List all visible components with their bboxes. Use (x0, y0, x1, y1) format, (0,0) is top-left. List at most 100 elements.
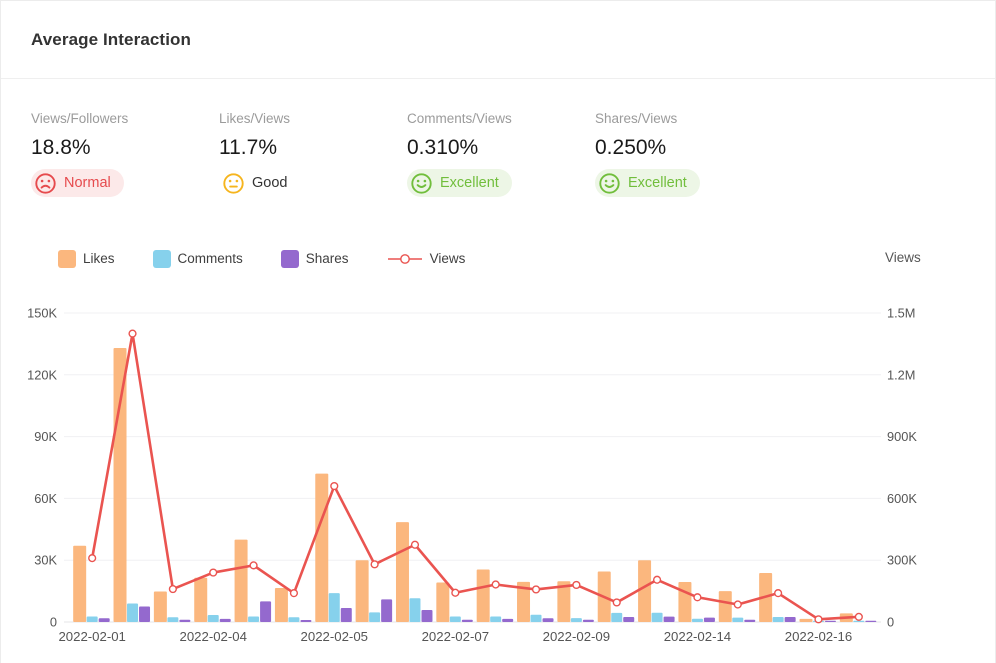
comments-bar[interactable] (288, 616, 300, 622)
views-marker[interactable] (612, 597, 621, 607)
likes-bar[interactable] (436, 581, 450, 622)
views-marker[interactable] (88, 553, 97, 562)
views-marker[interactable] (330, 481, 339, 490)
stat-views-followers: Views/Followers 18.8% Normal (31, 111, 219, 200)
views-marker[interactable] (128, 328, 137, 338)
y-axis-label-left: 90K (34, 429, 57, 444)
shares-bar[interactable] (582, 619, 594, 622)
comments-bar[interactable] (611, 612, 623, 622)
shares-bar[interactable] (381, 598, 393, 622)
shares-bar[interactable] (179, 619, 191, 622)
shares-bar[interactable] (784, 616, 796, 622)
stat-label: Views/Followers (31, 111, 129, 126)
likes-bar[interactable] (718, 590, 732, 622)
comments-bar[interactable] (449, 615, 461, 622)
likes-bar[interactable] (799, 618, 813, 622)
views-marker[interactable] (491, 579, 500, 589)
shares-bar[interactable] (542, 617, 554, 622)
shares-bar[interactable] (502, 618, 514, 622)
comments-bar[interactable] (328, 592, 340, 622)
views-line[interactable] (90, 331, 859, 621)
shares-bar[interactable] (865, 620, 877, 622)
y-axis-label-right: 1.5M (887, 305, 915, 320)
views-marker[interactable] (854, 612, 863, 621)
shares-bar[interactable] (340, 607, 352, 622)
stat-likes-views: Likes/Views 11.7% Good (219, 111, 407, 200)
comments-bar[interactable] (732, 617, 744, 622)
shares-bar[interactable] (744, 619, 756, 622)
legend-item-likes[interactable]: Likes (58, 249, 115, 268)
x-axis-label: 2022-02-14 (664, 629, 731, 644)
legend-label: Likes (83, 251, 115, 266)
views-marker[interactable] (774, 588, 783, 597)
views-marker[interactable] (531, 584, 541, 594)
shares-bar[interactable] (421, 609, 433, 622)
legend-item-shares[interactable]: Shares (280, 249, 349, 268)
likes-bar[interactable] (517, 581, 531, 622)
likes-bar[interactable] (476, 568, 490, 622)
shares-bar[interactable] (219, 618, 231, 622)
comments-bar[interactable] (570, 617, 582, 622)
likes-bar[interactable] (355, 559, 369, 622)
comments-bar[interactable] (409, 597, 421, 622)
shares-bar[interactable] (461, 619, 473, 622)
views-marker[interactable] (733, 599, 742, 609)
comments-bar[interactable] (167, 616, 179, 622)
stat-value: 11.7% (219, 136, 277, 159)
comments-bar[interactable] (772, 616, 784, 622)
legend-item-comments[interactable]: Comments (152, 249, 243, 268)
comments-bar[interactable] (127, 602, 139, 622)
comments-bar[interactable] (248, 615, 260, 622)
shares-bar[interactable] (623, 616, 635, 622)
views-marker[interactable] (814, 614, 823, 623)
likes-bar[interactable] (315, 473, 329, 622)
right-axis-title: Views (885, 249, 921, 265)
views-marker[interactable] (693, 592, 702, 601)
likes-bar[interactable] (678, 581, 692, 622)
shares-bar[interactable] (260, 600, 272, 622)
shares-bar[interactable] (663, 616, 675, 622)
comments-bar[interactable] (86, 615, 98, 622)
views-marker[interactable] (289, 588, 299, 597)
views-marker[interactable] (410, 540, 420, 549)
likes-bar[interactable] (234, 539, 248, 622)
likes-bar[interactable] (557, 580, 571, 622)
comments-bar[interactable] (490, 615, 502, 622)
shares-bar[interactable] (824, 620, 836, 622)
likes-bar[interactable] (113, 347, 127, 622)
shares-bar[interactable] (139, 606, 151, 622)
y-axis-label-right: 900K (887, 429, 917, 444)
likes-bar[interactable] (395, 521, 409, 622)
x-axis-label: 2022-02-04 (179, 629, 246, 644)
status-badge: Excellent (595, 169, 700, 197)
legend-label: Comments (177, 251, 243, 266)
shares-bar[interactable] (98, 617, 110, 622)
likes-bar[interactable] (638, 559, 652, 622)
legend-item-views[interactable]: Views (387, 251, 465, 266)
views-marker[interactable] (451, 588, 460, 597)
shares-bar[interactable] (300, 619, 312, 622)
smiley-face-icon (410, 172, 433, 195)
interaction-chart[interactable]: 0 0 30K 300K 60K 600K 90K 900K 120K 1.2M 150K 1.5M 2… (1, 272, 996, 655)
x-axis-label: 2022-02-16 (785, 629, 852, 644)
stat-shares-views: Shares/Views 0.250% Excellent (595, 111, 783, 200)
views-marker[interactable] (370, 559, 379, 568)
views-marker[interactable] (572, 580, 581, 589)
likes-bar[interactable] (73, 545, 87, 622)
comments-bar[interactable] (530, 614, 542, 622)
comments-bar[interactable] (369, 611, 381, 622)
likes-bar[interactable] (153, 591, 167, 622)
shares-bar[interactable] (703, 617, 715, 622)
comments-bar[interactable] (207, 614, 219, 622)
comments-bar[interactable] (651, 612, 663, 622)
views-marker[interactable] (209, 567, 218, 577)
comments-bar[interactable] (691, 618, 703, 622)
likes-bar[interactable] (274, 587, 288, 622)
views-marker[interactable] (168, 584, 177, 593)
stat-value: 0.310% (407, 136, 479, 159)
comments-bar[interactable] (853, 620, 865, 622)
views-marker[interactable] (652, 575, 662, 584)
likes-bar[interactable] (194, 577, 208, 622)
views-marker[interactable] (249, 560, 258, 569)
